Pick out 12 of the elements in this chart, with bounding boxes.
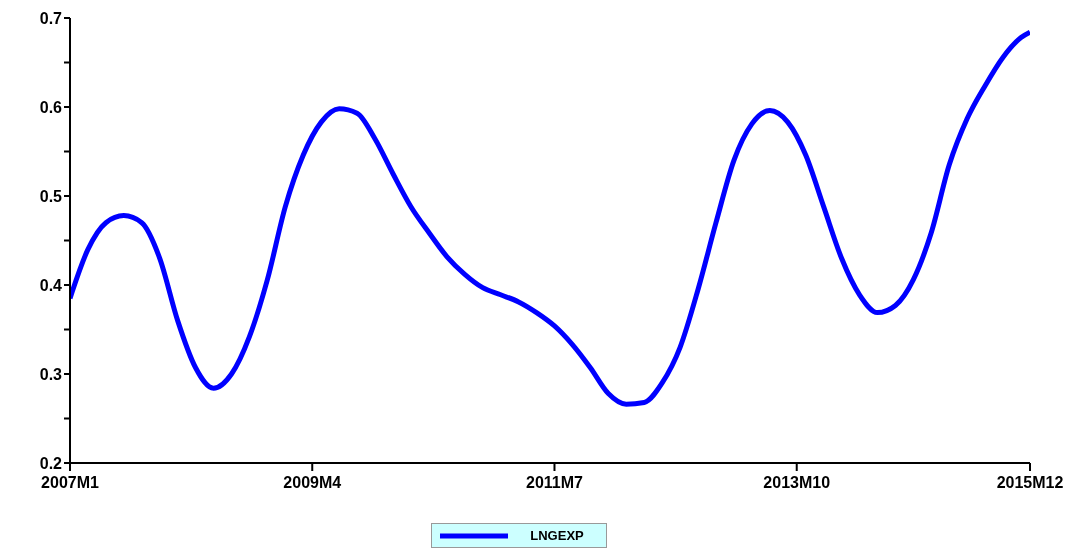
x-tick-label: 2013M10 <box>763 474 831 492</box>
y-tick-label: 0.5 <box>39 187 63 205</box>
y-tick-label: 0.3 <box>39 365 63 383</box>
x-tick-label: 2009M4 <box>283 474 342 492</box>
y-tick-label: 0.7 <box>39 9 63 27</box>
x-tick-label: 2007M1 <box>41 474 100 492</box>
y-tick-label: 0.4 <box>39 276 63 294</box>
y-tick-label: 0.6 <box>39 98 63 116</box>
text: LNGEXP <box>530 528 584 543</box>
y-tick-label: 0.2 <box>39 454 63 472</box>
x-tick-label: 2015M12 <box>996 474 1064 492</box>
x-tick-label: 2011M7 <box>526 474 584 492</box>
